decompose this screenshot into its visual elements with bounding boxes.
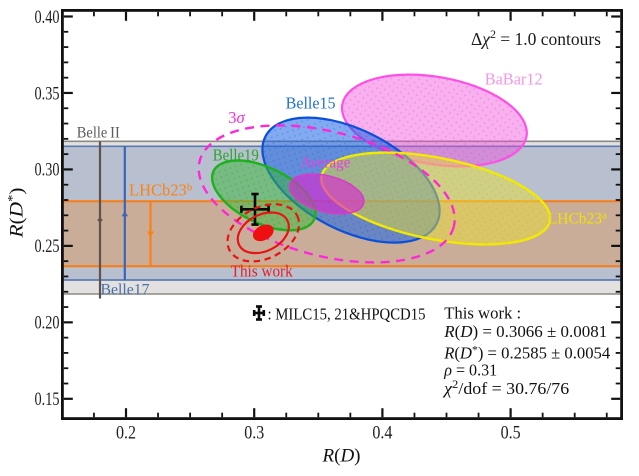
svg-text:0.30: 0.30 [35, 160, 60, 181]
svg-text:0.3: 0.3 [244, 423, 264, 444]
svg-text:R(D): R(D) [322, 446, 361, 467]
svg-text:3σ: 3σ [228, 108, 245, 127]
svg-text:0.25: 0.25 [35, 236, 60, 257]
svg-text:R(D*): R(D*) [5, 188, 28, 239]
svg-text:Belle15: Belle15 [286, 94, 336, 113]
svg-text:χ2/dof = 30.76/76: χ2/dof = 30.76/76 [442, 377, 569, 398]
svg-text:BaBar12: BaBar12 [485, 70, 543, 89]
svg-text:R(D*) = 0.2585 ± 0.0054: R(D*) = 0.2585 ± 0.0054 [443, 343, 610, 363]
svg-text:Average: Average [300, 155, 350, 172]
svg-text:Belle19: Belle19 [213, 146, 259, 165]
svg-text:0.40: 0.40 [35, 7, 60, 28]
svg-text:Belle17: Belle17 [101, 282, 150, 299]
svg-text:0.5: 0.5 [501, 423, 521, 444]
svg-text:Δχ2 = 1.0 contours: Δχ2 = 1.0 contours [471, 27, 601, 49]
svg-text:: MILC15, 21&HPQCD15: : MILC15, 21&HPQCD15 [268, 305, 426, 324]
svg-text:R(D) = 0.3066 ± 0.0081: R(D) = 0.3066 ± 0.0081 [443, 322, 607, 341]
svg-text:0.2: 0.2 [116, 423, 136, 444]
svg-text:This work :: This work : [444, 304, 521, 323]
svg-text:0.20: 0.20 [35, 313, 60, 334]
svg-text:0.15: 0.15 [35, 389, 60, 410]
svg-text:LHCb23a: LHCb23a [548, 210, 607, 228]
svg-text:LHCb23b: LHCb23b [129, 180, 193, 199]
svg-text:ρ = 0.31: ρ = 0.31 [443, 361, 497, 380]
svg-text:Belle II: Belle II [77, 125, 120, 142]
svg-text:0.4: 0.4 [372, 423, 392, 444]
svg-text:0.35: 0.35 [35, 83, 60, 104]
svg-text:This work: This work [231, 262, 294, 281]
